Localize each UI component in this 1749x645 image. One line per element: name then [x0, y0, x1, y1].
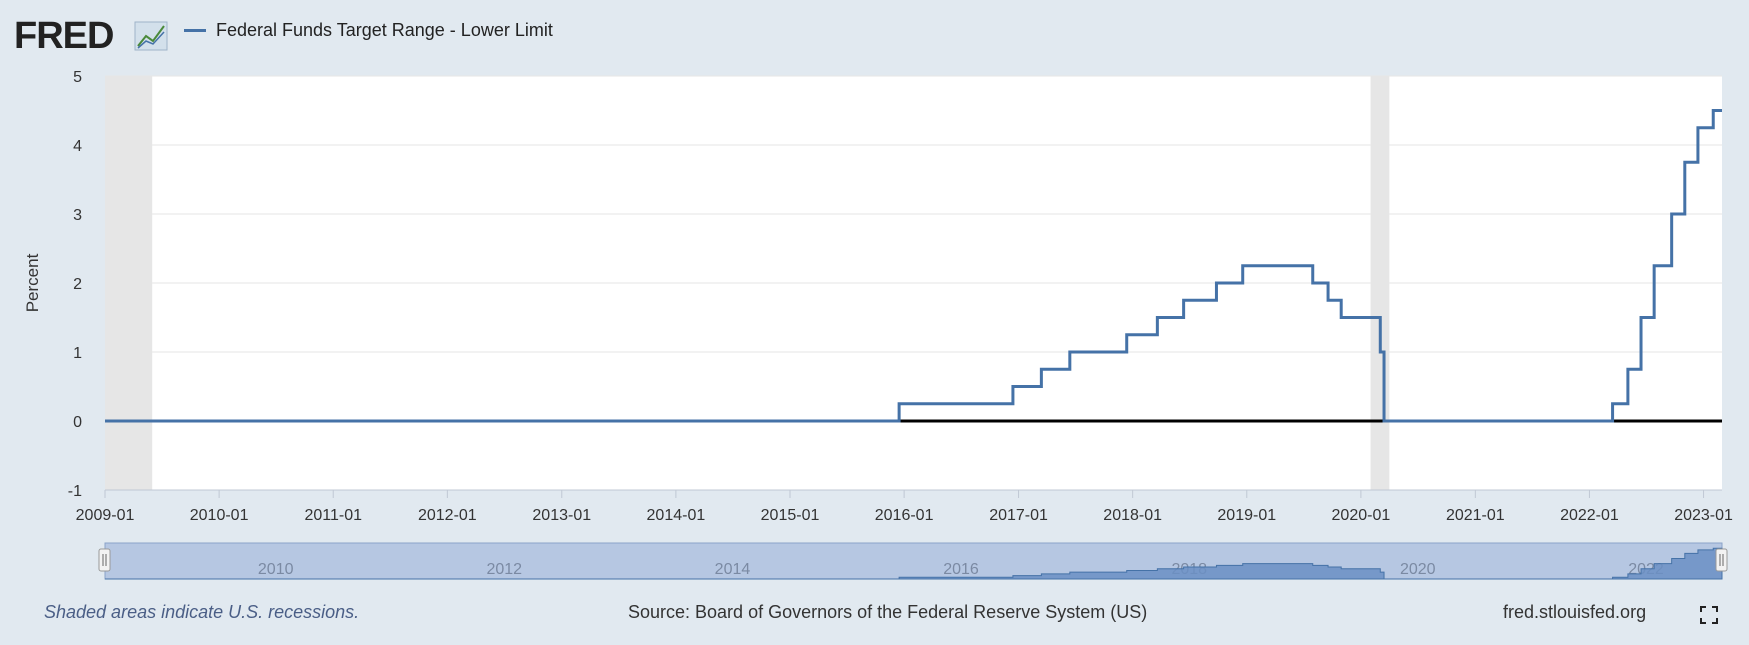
x-tick-label: 2013-01 — [532, 507, 591, 524]
fred-url-link[interactable]: fred.stlouisfed.org — [1503, 602, 1647, 622]
y-tick-label: 3 — [73, 207, 82, 224]
navigator-year-label: 2016 — [943, 561, 979, 578]
x-tick-label: 2022-01 — [1560, 507, 1619, 524]
navigator-year-label: 2014 — [715, 561, 751, 578]
x-tick-label: 2016-01 — [875, 507, 934, 524]
source-text: Source: Board of Governors of the Federa… — [628, 602, 1148, 622]
y-tick-label: 4 — [73, 138, 82, 155]
y-tick-label: 1 — [73, 345, 82, 362]
x-tick-label: 2012-01 — [418, 507, 477, 524]
x-tick-label: 2010-01 — [190, 507, 249, 524]
x-tick-label: 2009-01 — [76, 507, 135, 524]
x-tick-label: 2019-01 — [1217, 507, 1276, 524]
navigator-year-label: 2010 — [258, 561, 294, 578]
recession-note: Shaded areas indicate U.S. recessions. — [44, 602, 360, 622]
navigator-right-handle[interactable] — [1715, 548, 1728, 572]
navigator-left-handle[interactable] — [98, 548, 111, 572]
x-tick-label: 2014-01 — [647, 507, 706, 524]
navigator[interactable]: 2010201220142016201820202022 — [98, 542, 1728, 580]
fred-chart-icon — [134, 21, 168, 51]
x-tick-label: 2017-01 — [989, 507, 1048, 524]
y-tick-label: 0 — [73, 414, 82, 431]
x-tick-label: 2023-01 — [1674, 507, 1733, 524]
navigator-year-label: 2012 — [486, 561, 522, 578]
navigator-series-area — [105, 547, 1723, 580]
y-tick-label: -1 — [68, 483, 82, 500]
series-layer — [105, 109, 1722, 423]
navigator-year-label: 2020 — [1400, 561, 1436, 578]
x-tick-label: 2020-01 — [1332, 507, 1391, 524]
y-tick-labels: -1 0 1 2 3 4 5 — [68, 69, 82, 500]
fullscreen-icon[interactable] — [1700, 606, 1718, 624]
y-tick-label: 5 — [73, 69, 82, 86]
x-tick-label: 2015-01 — [761, 507, 820, 524]
legend-series-swatch — [184, 29, 206, 32]
fred-logo-text: FRED — [14, 15, 113, 54]
series-line[interactable] — [105, 109, 1722, 423]
navigator-selected-range[interactable] — [104, 542, 1723, 580]
x-tick-label: 2018-01 — [1103, 507, 1162, 524]
x-tick-label: 2021-01 — [1446, 507, 1505, 524]
legend[interactable]: Federal Funds Target Range - Lower Limit — [184, 20, 553, 41]
fred-logo[interactable]: FRED — [14, 14, 169, 59]
legend-series-label[interactable]: Federal Funds Target Range - Lower Limit — [216, 20, 553, 40]
x-tick-label: 2011-01 — [304, 507, 362, 524]
x-tick-labels: 2009-01 2010-01 2011-01 2012-01 2013-01 2014-… — [76, 490, 1733, 524]
y-tick-label: 2 — [73, 276, 82, 293]
y-axis-label: Percent — [23, 253, 42, 312]
